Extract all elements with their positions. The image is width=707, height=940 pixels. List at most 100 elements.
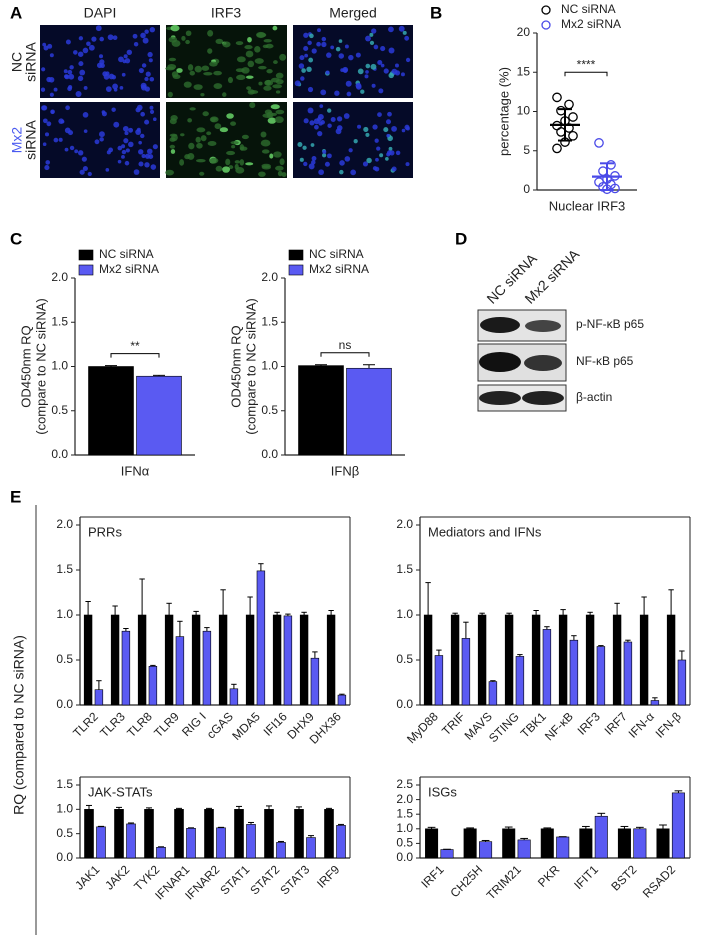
nucleus [303, 161, 308, 167]
cell [245, 75, 254, 79]
nucleus [405, 162, 410, 167]
nucleus [141, 153, 146, 159]
y-tick-label: 1.5 [396, 806, 413, 820]
nucleus [99, 137, 104, 142]
nucleus [339, 160, 345, 166]
cell [263, 38, 272, 43]
panel-title: PRRs [88, 524, 122, 539]
cell [226, 150, 236, 156]
nucleus [44, 132, 50, 137]
nucleus [67, 69, 73, 75]
nucleus [387, 150, 392, 155]
cell [247, 60, 255, 68]
bar [434, 655, 444, 706]
nucleus [82, 47, 89, 54]
cell [234, 163, 239, 170]
nucleus [133, 169, 140, 175]
x-tick-label: CH25H [447, 862, 485, 900]
band [480, 317, 520, 333]
nucleus [311, 160, 316, 165]
y-tick-label: 0.5 [56, 826, 73, 840]
cell [258, 171, 266, 177]
x-tick-label: IFNβ [331, 463, 359, 478]
cell [179, 159, 185, 166]
nucleus [365, 70, 369, 74]
row-label: siRNA [23, 42, 39, 82]
bar [216, 827, 226, 859]
nucleus [402, 30, 407, 35]
nucleus [49, 92, 54, 97]
data-point [552, 143, 562, 154]
nucleus [385, 119, 392, 125]
nucleus [112, 35, 118, 41]
bar [84, 809, 94, 859]
y-tick-label: 2.0 [56, 517, 73, 531]
cell [266, 111, 274, 119]
nucleus [365, 35, 371, 42]
bar [488, 681, 498, 706]
cell [213, 83, 223, 89]
bar [477, 614, 487, 706]
band [525, 320, 561, 332]
cell [270, 112, 277, 116]
nucleus [339, 169, 344, 175]
nucleus [297, 141, 303, 148]
legend-label: NC siRNA [309, 247, 364, 261]
cell [236, 56, 246, 63]
nucleus [309, 33, 314, 39]
nucleus [149, 109, 155, 114]
cell [196, 127, 206, 133]
legend-marker [541, 5, 551, 15]
nucleus [388, 47, 395, 54]
nucleus [362, 161, 369, 167]
cell [226, 113, 234, 119]
cell [200, 135, 207, 142]
nucleus [99, 36, 104, 42]
nucleus [138, 140, 142, 145]
bar [299, 614, 309, 706]
legend-label: NC siRNA [561, 2, 616, 16]
cell [273, 60, 278, 65]
bar [346, 367, 392, 456]
nucleus [48, 76, 55, 83]
nucleus [122, 59, 127, 64]
cell [169, 144, 176, 149]
nucleus [335, 46, 341, 52]
band [522, 391, 564, 405]
bar [175, 636, 185, 706]
nucleus [78, 36, 84, 41]
data-point [552, 92, 562, 103]
nucleus [405, 57, 411, 63]
bar [461, 638, 471, 706]
nucleus [144, 76, 149, 82]
nucleus [338, 39, 343, 43]
nucleus [68, 85, 73, 90]
nucleus [360, 89, 365, 94]
y-tick-label: 1.0 [261, 359, 278, 373]
nucleus [65, 105, 70, 111]
nucleus [369, 32, 374, 37]
y-tick-label: 0.0 [396, 850, 413, 864]
nucleus [82, 165, 88, 172]
cell [225, 158, 231, 166]
nucleus [388, 26, 394, 33]
nucleus [144, 86, 150, 92]
nucleus [79, 169, 85, 175]
nucleus [391, 126, 397, 132]
significance-label: **** [577, 57, 596, 71]
nucleus [140, 32, 146, 39]
cell [196, 142, 203, 149]
nucleus [387, 111, 392, 117]
bar [463, 828, 477, 859]
bar [202, 630, 212, 706]
x-tick-label: IFNAR2 [182, 862, 222, 902]
nucleus [108, 147, 114, 153]
y-tick-label: 0.5 [396, 836, 413, 850]
nucleus [380, 63, 385, 68]
nucleus [357, 68, 364, 75]
y-axis-label: RQ (compared to NC siRNA) [11, 635, 27, 815]
bar [174, 809, 184, 859]
nucleus [330, 116, 336, 123]
bar [326, 614, 336, 706]
cell [230, 140, 239, 145]
